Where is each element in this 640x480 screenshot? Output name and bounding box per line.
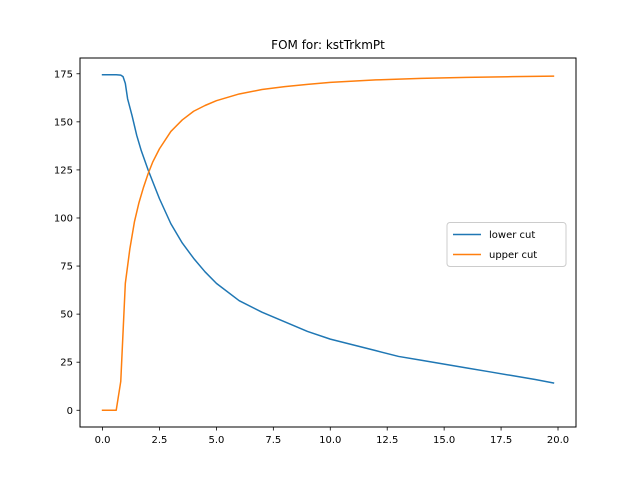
x-tick-label: 7.5 xyxy=(265,435,281,446)
x-tick-label: 17.5 xyxy=(490,435,512,446)
x-tick-label: 12.5 xyxy=(376,435,398,446)
axes-frame xyxy=(79,57,577,428)
series-line-upper-cut xyxy=(101,75,555,412)
x-tick-label: 20.0 xyxy=(547,435,569,446)
chart-title: FOM for: kstTrkmPt xyxy=(271,38,385,52)
x-tick-label: 0.0 xyxy=(95,435,111,446)
series-line-lower-cut xyxy=(101,73,555,384)
y-tick-label: 0 xyxy=(67,406,73,417)
y-axis: 0 25 50 75 100 125 150 175 xyxy=(54,69,80,417)
x-tick-label: 10.0 xyxy=(319,435,341,446)
y-tick-label: 25 xyxy=(60,358,73,369)
y-tick-label: 100 xyxy=(54,213,73,224)
y-tick-label: 175 xyxy=(54,69,73,80)
y-tick-label: 150 xyxy=(54,117,73,128)
series-layer xyxy=(101,73,555,412)
legend-label: lower cut xyxy=(489,230,535,241)
x-axis: 0.0 2.5 5.0 7.5 10.0 12.5 15.0 17.5 20.0 xyxy=(95,427,569,446)
legend-box xyxy=(446,222,567,267)
x-tick-label: 15.0 xyxy=(433,435,455,446)
x-tick-label: 5.0 xyxy=(208,435,224,446)
x-tick-label: 2.5 xyxy=(152,435,168,446)
legend: lower cut upper cut xyxy=(446,222,567,267)
y-tick-label: 75 xyxy=(60,262,73,273)
y-tick-label: 50 xyxy=(60,310,73,321)
legend-label: upper cut xyxy=(489,250,537,261)
y-tick-label: 125 xyxy=(54,165,73,176)
